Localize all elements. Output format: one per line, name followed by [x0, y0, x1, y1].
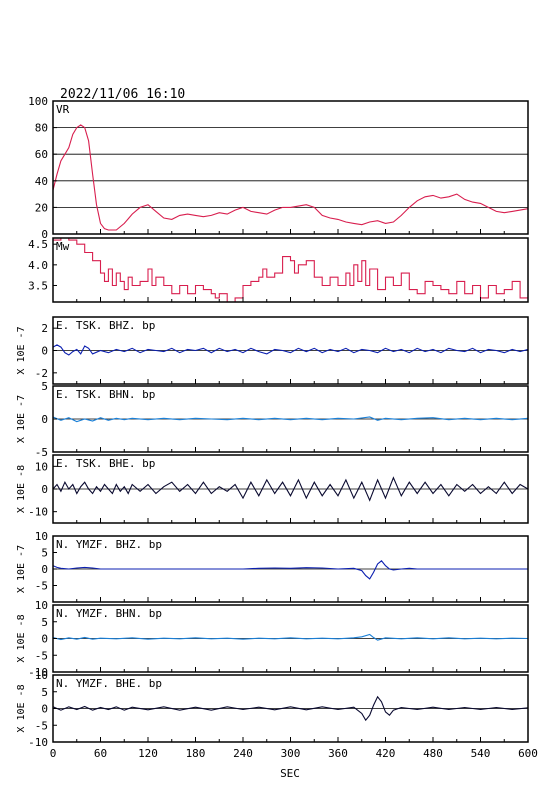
n-ymzf-bhz-ytick-label: 0: [41, 563, 48, 576]
x-axis-label: SEC: [280, 767, 300, 780]
e-tsk-bhn-ytick-label: 5: [41, 380, 48, 393]
n-ymzf-bhn-ytick-label: 0: [41, 633, 48, 646]
e-tsk-bhn-ytick-label: 0: [41, 413, 48, 426]
x-tick-label: 420: [376, 747, 396, 760]
n-ymzf-bhz-ytick-label: 5: [41, 547, 48, 560]
x-tick-label: 120: [138, 747, 158, 760]
vr-title: VR: [56, 103, 70, 116]
n-ymzf-bhz-ylabel: X 10E -7: [16, 545, 27, 593]
x-tick-label: 300: [281, 747, 301, 760]
e-tsk-bhe-ylabel: X 10E -8: [16, 465, 27, 513]
e-tsk-bhn-ylabel: X 10E -7: [16, 395, 27, 443]
x-tick-label: 360: [328, 747, 348, 760]
x-tick-label: 600: [518, 747, 538, 760]
vr-series-line: [53, 124, 528, 231]
n-ymzf-bhz-ytick-label: 10: [35, 530, 48, 543]
vr-ytick-label: 100: [28, 95, 48, 108]
n-ymzf-bhz-ytick-label: -5: [35, 580, 48, 593]
e-tsk-bhe-ytick-label: 0: [41, 483, 48, 496]
e-tsk-bhn-title: E. TSK. BHN. bp: [56, 388, 155, 401]
n-ymzf-bhe-ytick-label: -5: [35, 719, 48, 732]
mw-ytick-label: 3.5: [28, 279, 48, 292]
n-ymzf-bhn-ytick-label: -5: [35, 649, 48, 662]
n-ymzf-bhe-title: N. YMZF. BHE. bp: [56, 677, 162, 690]
mw-series-line: [53, 238, 528, 302]
e-tsk-bhe-title: E. TSK. BHE. bp: [56, 457, 155, 470]
n-ymzf-bhe-ytick-label: 0: [41, 703, 48, 716]
n-ymzf-bhn-ytick-label: -10: [28, 666, 48, 679]
x-tick-label: 540: [471, 747, 491, 760]
x-tick-label: 60: [94, 747, 107, 760]
vr-ytick-label: 20: [35, 201, 48, 214]
e-tsk-bhz-series-line: [53, 344, 528, 356]
e-tsk-bhe-series-line: [53, 476, 528, 502]
n-ymzf-bhe-ytick-label: -10: [28, 736, 48, 749]
n-ymzf-bhe-ytick-label: 10: [35, 669, 48, 682]
e-tsk-bhz-ylabel: X 10E -7: [16, 326, 27, 374]
e-tsk-bhn-series-line: [53, 416, 528, 423]
x-tick-label: 480: [423, 747, 443, 760]
vr-ytick-label: 40: [35, 175, 48, 188]
n-ymzf-bhz-series-line: [53, 560, 528, 580]
vr-ytick-label: 0: [41, 228, 48, 241]
x-tick-label: 180: [186, 747, 206, 760]
n-ymzf-bhz-title: N. YMZF. BHZ. bp: [56, 538, 162, 551]
mw-ytick-label: 4.0: [28, 259, 48, 272]
vr-ytick-label: 60: [35, 148, 48, 161]
n-ymzf-bhn-series-line: [53, 633, 528, 641]
n-ymzf-bhn-ytick-label: 10: [35, 599, 48, 612]
n-ymzf-bhe-ylabel: X 10E -8: [16, 684, 27, 732]
e-tsk-bhz-ytick-label: 0: [41, 345, 48, 358]
header-datetime: 2022/11/06 16:10: [60, 87, 185, 102]
mw-ytick-label: 4.5: [28, 238, 48, 251]
n-ymzf-bhn-ylabel: X 10E -8: [16, 614, 27, 662]
mw-title: Mw: [56, 240, 70, 253]
n-ymzf-bhe-ytick-label: 5: [41, 686, 48, 699]
n-ymzf-bhn-ytick-label: 5: [41, 616, 48, 629]
x-tick-label: 0: [50, 747, 57, 760]
e-tsk-bhz-title: E. TSK. BHZ. bp: [56, 319, 155, 332]
e-tsk-bhe-ytick-label: -10: [28, 506, 48, 519]
n-ymzf-bhn-title: N. YMZF. BHN. bp: [56, 607, 162, 620]
x-tick-label: 240: [233, 747, 253, 760]
e-tsk-bhz-ytick-label: -2: [35, 367, 48, 380]
e-tsk-bhz-ytick-label: 2: [41, 322, 48, 335]
vr-ytick-label: 80: [35, 122, 48, 135]
n-ymzf-bhe-series-line: [53, 695, 528, 722]
vr-frame: [52, 100, 529, 235]
e-tsk-bhe-ytick-label: 10: [35, 460, 48, 473]
e-tsk-bhn-ytick-label: -5: [35, 446, 48, 459]
